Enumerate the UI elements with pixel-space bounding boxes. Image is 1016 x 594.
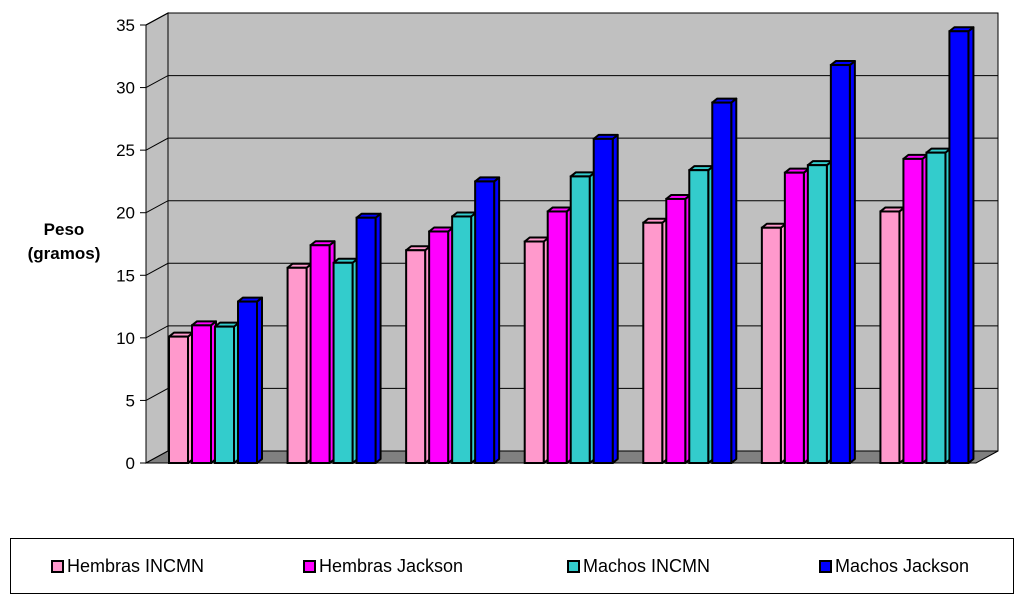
bar	[760, 222, 787, 464]
bar-front	[191, 324, 212, 465]
bar-front	[355, 216, 377, 464]
y-tick-label: 35	[116, 16, 135, 35]
bar	[355, 212, 382, 464]
bar	[191, 320, 217, 465]
legend-label-hembras-incmn: Hembras INCMN	[67, 555, 205, 576]
legend-label-machos-jackson: Machos Jackson	[835, 555, 970, 576]
legend-item-machos-incmn: Machos INCMN	[567, 556, 710, 576]
y-tick-label: 0	[126, 454, 135, 473]
bar	[592, 133, 619, 464]
legend-swatch-hembras-incmn	[51, 559, 64, 573]
bar	[569, 171, 596, 464]
legend-swatch-machos-incmn	[567, 559, 580, 573]
bar	[523, 236, 550, 464]
bar	[925, 147, 952, 464]
bar	[783, 167, 810, 464]
legend-item-machos-jackson: Machos Jackson	[819, 556, 969, 576]
legend-item-hembras-jackson: Hembras Jackson	[303, 556, 463, 576]
y-tick-label: 10	[116, 329, 135, 348]
bar-front	[474, 180, 496, 465]
bar	[214, 321, 240, 465]
gridline	[145, 75, 998, 89]
bar-front	[286, 266, 308, 464]
bar-chart: 0 5 10 15 20 25 30 35	[116, 12, 999, 473]
bar-front	[546, 210, 568, 464]
bar-front	[405, 249, 427, 464]
bar	[332, 257, 359, 464]
bar-front	[237, 300, 258, 464]
bar-front	[523, 240, 545, 464]
y-axis-label-line-2: (gramos)	[27, 244, 101, 263]
bar	[829, 60, 856, 464]
y-axis-label-line-1: Peso	[43, 220, 85, 239]
bar	[948, 26, 975, 465]
gridline	[145, 12, 998, 26]
bar-front	[760, 226, 782, 464]
bar	[902, 153, 929, 464]
bar	[168, 331, 194, 464]
legend-swatch-hembras-jackson	[303, 559, 316, 573]
bar	[474, 176, 501, 465]
bar	[309, 240, 336, 464]
bar-front	[214, 325, 235, 465]
bar	[806, 160, 833, 464]
bar-front	[879, 210, 901, 464]
bar-front	[948, 30, 970, 465]
plot-side-wall	[145, 12, 169, 464]
bar-front	[451, 215, 473, 464]
bar-front	[592, 137, 614, 464]
bar	[451, 211, 478, 464]
bar	[642, 217, 669, 464]
y-tick-label: 15	[116, 266, 135, 285]
bar-front	[806, 164, 828, 464]
y-axis-label: Peso (gramos)	[14, 218, 114, 266]
bar-front	[428, 230, 450, 464]
legend-swatch-machos-jackson	[819, 559, 832, 573]
bar	[665, 193, 692, 464]
bar-front	[332, 261, 354, 464]
bar-front	[829, 64, 851, 464]
y-tick-label: 20	[116, 204, 135, 223]
bar	[711, 97, 738, 465]
y-tick-label: 5	[126, 391, 135, 410]
y-tick-label: 25	[116, 141, 135, 160]
legend-label-machos-incmn: Machos INCMN	[583, 555, 711, 576]
bar-front	[569, 175, 591, 464]
bar	[546, 206, 573, 464]
bar	[286, 262, 313, 464]
bar	[405, 245, 432, 464]
bar	[879, 206, 906, 464]
bar-front	[309, 244, 331, 464]
bar	[688, 165, 715, 464]
bar-front	[665, 197, 687, 464]
bar	[428, 226, 455, 464]
bar-front	[642, 221, 664, 464]
bar-front	[711, 101, 733, 465]
bar-front	[783, 171, 805, 464]
legend-label-hembras-jackson: Hembras Jackson	[319, 555, 464, 576]
y-tick-label: 30	[116, 79, 135, 98]
bar-front	[688, 169, 710, 464]
bar	[237, 296, 263, 464]
bar-front	[902, 157, 924, 464]
legend-item-hembras-incmn: Hembras INCMN	[51, 556, 204, 576]
bar-front	[168, 335, 189, 464]
bar-front	[925, 151, 947, 464]
legend: Hembras INCMN Hembras Jackson Machos INC…	[10, 538, 1014, 594]
